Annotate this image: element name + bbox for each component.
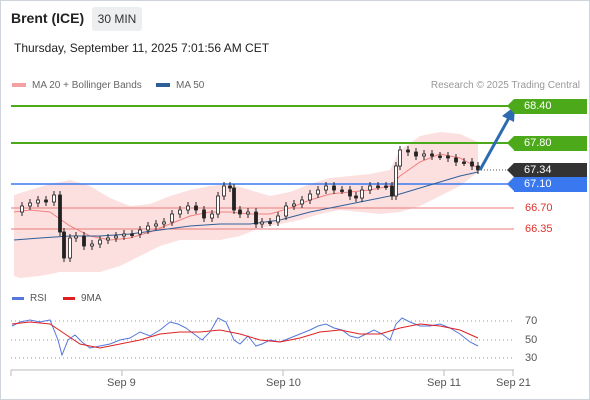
rsi-ma-label: 9MA <box>81 293 102 304</box>
candle-body <box>454 157 458 163</box>
candle-body <box>462 161 466 164</box>
candle-body <box>390 185 394 197</box>
candle-body <box>276 215 280 223</box>
rsi-ma-line <box>11 321 479 349</box>
x-label-sep11: Sep 11 <box>427 377 462 389</box>
candle-body <box>130 233 134 236</box>
copyright-text: Research © 2025 Trading Central <box>430 80 580 91</box>
ma50-label: MA 50 <box>176 80 205 91</box>
candle-body <box>398 149 402 167</box>
candle-body <box>406 149 410 153</box>
ma20-swatch <box>12 83 26 88</box>
candle-body <box>470 161 474 167</box>
candle-body <box>308 193 312 201</box>
rsi-label: RSI <box>30 293 47 304</box>
candle-body <box>232 187 236 211</box>
forecast-arrow-line <box>478 115 512 171</box>
ma20-label: MA 20 + Bollinger Bands <box>32 80 142 91</box>
rsi-swatch <box>12 296 24 300</box>
tag-resistance2: 68.40 <box>507 99 587 114</box>
candle-body <box>210 213 214 219</box>
rsi-ma-legend: 9MA <box>63 293 102 304</box>
candle-body <box>340 189 344 192</box>
tag-support2: 66.35 <box>525 223 553 235</box>
candle-body <box>316 189 320 195</box>
candle-body <box>162 221 166 225</box>
candle-body <box>98 239 102 245</box>
candle-body <box>254 211 258 225</box>
candle-body <box>178 209 182 215</box>
tag-resistance1: 67.80 <box>507 136 587 151</box>
candle-body <box>90 243 94 247</box>
tag-pivot: 67.10 <box>507 177 587 192</box>
candle-body <box>368 185 372 191</box>
candle-body <box>222 185 226 197</box>
chart-datetime: Thursday, September 11, 2025 7:01:56 AM … <box>14 41 270 55</box>
candle-body <box>154 223 158 227</box>
candle-body <box>106 237 110 241</box>
instrument-name: Brent (ICE) <box>11 10 85 26</box>
rsi-tick-50: 50 <box>525 334 538 346</box>
candle-body <box>384 185 388 188</box>
candle-body <box>146 225 150 231</box>
chart-header: Brent (ICE) 30 MIN <box>0 0 590 38</box>
legend-ma50: MA 50 <box>156 80 204 91</box>
timeframe-button[interactable]: 30 MIN <box>92 7 142 31</box>
candle-body <box>360 189 364 199</box>
candle-body <box>68 237 72 259</box>
ma50-line <box>13 171 479 241</box>
candle-body <box>376 185 380 188</box>
candle-body <box>430 153 434 157</box>
candle-body <box>114 235 118 239</box>
x-label-sep21: Sep 21 <box>496 377 531 389</box>
candle-body <box>82 235 86 247</box>
candle-body <box>438 155 442 158</box>
rsi-ma-swatch <box>63 296 75 300</box>
rsi-line <box>11 317 479 357</box>
candle-body <box>414 151 418 157</box>
candle-body <box>300 199 304 205</box>
rsi-tick-30: 30 <box>525 352 538 364</box>
candle-body <box>28 202 32 207</box>
candle-body <box>394 165 398 197</box>
tag-support1: 66.70 <box>525 202 553 214</box>
candle-body <box>202 209 206 219</box>
candle-body <box>194 205 198 211</box>
candle-body <box>228 185 232 189</box>
candle-body <box>122 233 126 237</box>
bollinger-band <box>14 132 478 278</box>
candlesticks <box>20 146 480 262</box>
candle-body <box>216 195 220 215</box>
legend-ma20: MA 20 + Bollinger Bands <box>12 80 142 91</box>
candle-body <box>20 205 24 213</box>
candle-body <box>292 203 296 207</box>
candle-body <box>74 235 78 239</box>
tag-last-price: 67.34 <box>507 163 587 178</box>
candle-body <box>170 213 174 223</box>
x-label-sep9: Sep 9 <box>107 377 136 389</box>
x-label-sep10: Sep 10 <box>266 377 301 389</box>
candle-body <box>246 211 250 215</box>
ma50-swatch <box>156 83 170 88</box>
candle-body <box>138 229 142 235</box>
candle-body <box>238 209 242 215</box>
candle-body <box>354 195 358 199</box>
candle-body <box>332 185 336 191</box>
candle-body <box>422 153 426 157</box>
candle-body <box>268 221 272 224</box>
candle-body <box>62 231 66 259</box>
candle-body <box>260 221 264 225</box>
candle-body <box>446 155 450 159</box>
rsi-tick-70: 70 <box>525 315 538 327</box>
rsi-legend: RSI <box>12 293 47 304</box>
candle-body <box>324 185 328 191</box>
candle-body <box>58 194 62 233</box>
candle-body <box>186 205 190 211</box>
candle-body <box>348 189 352 197</box>
candle-body <box>36 199 40 204</box>
candle-body <box>52 194 56 203</box>
candle-body <box>44 199 48 203</box>
candle-body <box>284 205 288 217</box>
